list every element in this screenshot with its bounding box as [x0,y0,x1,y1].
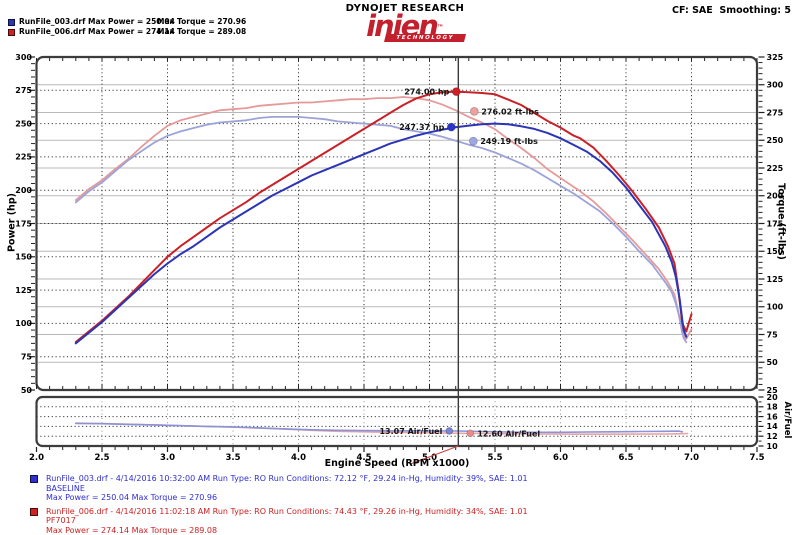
airfuel-run003-curve [75,422,684,434]
rpm-tick-label: 3.5 [225,453,240,463]
run2-max-torque: Max Torque = 289.08 [157,27,247,36]
torque-tick-label: 100 [767,303,784,312]
power-tick-label: 275 [15,86,32,95]
torque-tick-label: 50 [767,358,779,367]
af-callout-dot [466,429,475,438]
af-tick-label: 16 [767,412,779,421]
run1-detail-swatch [30,475,38,483]
top-run-summary-legend: RunFile_003.drf Max Power = 250.04 Max T… [8,17,246,37]
run1-file-power: RunFile_003.drf Max Power = 250.04 [19,17,175,26]
torque-tick-label: 225 [767,164,784,173]
dyno-callout-dot [469,106,479,116]
rpm-tick-label: 5.0 [422,453,437,463]
power-tick-label: 100 [15,319,32,328]
torque-tick-label: 325 [767,53,784,62]
run2-detail-swatch [30,507,38,516]
callout-label: 247.37 hp [399,123,444,132]
dyno-callout-dot [446,122,456,132]
torque-tick-label: 150 [767,247,784,256]
run1-detail-line2: BASELINE [46,483,85,493]
dynojet-research-text: DYNOJET RESEARCH [345,3,465,14]
run2-color-swatch [8,28,15,36]
callout-label: 13.07 Air/Fuel [379,427,442,436]
rpm-tick-label: 2.0 [29,453,44,463]
af-tick-label: 10 [767,442,779,451]
dynojet-injen-logo: DYNOJET RESEARCH injen™ TECHNOLOGY [341,3,469,42]
torque-tick-label: 200 [767,192,784,201]
rpm-tick-label: 7.0 [684,453,699,463]
injen-brand: injen™ TECHNOLOGY [341,12,469,42]
main-grid [37,58,756,389]
torque-tick-label: 75 [767,330,779,339]
dyno-callout-dot [451,87,461,97]
callout-label: 274.00 hp [404,88,449,97]
run1-summary-row: RunFile_003.drf Max Power = 250.04 Max T… [8,17,246,27]
af-tick-label: 18 [767,403,779,412]
torque-tick-label: 250 [767,136,784,145]
trademark-symbol: ™ [436,23,444,32]
main-plot-frame [35,55,759,392]
power-tick-label: 225 [15,153,32,162]
run-details-legend: RunFile_003.drf - 4/14/2016 10:32:00 AM … [30,474,528,535]
power-tick-label: 125 [15,286,32,295]
run2-detail-line2: PF7017 [46,516,76,525]
power-run003-curve [74,122,688,345]
power-tick-label: 250 [15,119,32,128]
run2-detail-line1: RunFile_006.drf - 4/14/2016 11:02:18 AM … [46,506,528,516]
rpm-tick-label: 4.5 [356,453,371,463]
run1-color-swatch [8,18,15,26]
af-plot-frame [35,395,759,448]
run1-detail-line3: Max Power = 250.04 Max Torque = 270.96 [46,493,218,502]
torque-tick-label: 175 [767,219,784,228]
callout-label: 249.19 ft-lbs [480,137,538,146]
torque-tick-label: 275 [767,108,784,117]
power-tick-label: 175 [15,219,32,228]
power-tick-label: 75 [21,353,33,362]
dyno-callout-dot [468,136,478,146]
power-run006-curve [74,90,693,343]
af-tick-label: 20 [767,393,779,402]
rpm-tick-label: 4.0 [291,453,306,463]
run2-summary-row: RunFile_006.drf Max Power = 274.14 Max T… [8,27,246,37]
run1-detail-line1: RunFile_003.drf - 4/14/2016 10:32:00 AM … [46,474,528,483]
rpm-tick-label: 6.0 [553,453,568,463]
technology-banner: TECHNOLOGY [384,34,466,42]
rpm-tick-label: 5.5 [487,453,502,463]
power-tick-label: 200 [15,186,32,195]
run2-detail-line3: Max Power = 274.14 Max Torque = 289.08 [46,525,218,535]
callout-label: 276.02 ft-lbs [481,107,539,116]
torque-tick-label: 25 [767,386,779,395]
torque-axis-label: Torque (ft-lbs) [775,183,787,260]
torque-tick-label: 125 [767,275,784,284]
rpm-tick-label: 6.5 [618,453,633,463]
af-callout-dot [445,427,454,435]
power-axis-label: Power (hp) [6,193,18,252]
tick-labels: 300 275 250 225 200 175 150 125 100 75 50 325 300 275… [15,53,783,463]
torque-run006-curve [74,96,693,340]
torque-tick-label: 300 [767,81,784,90]
rpm-tick-label: 2.5 [94,453,109,463]
af-tick-label: 12 [767,432,778,441]
airfuel-axis-label: Air/Fuel [782,401,792,439]
rpm-tick-label: 7.5 [749,453,764,463]
power-tick-label: 50 [21,386,33,395]
run1-details: RunFile_003.drf - 4/14/2016 10:32:00 AM … [30,474,528,503]
axis-ticks [29,56,765,452]
power-tick-label: 300 [15,53,32,62]
run1-max-torque: Max Torque = 270.96 [157,17,247,26]
af-grid [37,398,756,445]
torque-run003-curve [74,116,688,344]
run2-file-power: RunFile_006.drf Max Power = 274.14 [19,27,175,36]
af-tick-label: 14 [767,422,779,431]
cursor-rpm-pointer [410,445,459,465]
power-tick-label: 150 [15,253,32,262]
run2-details: RunFile_006.drf - 4/14/2016 11:02:18 AM … [30,507,528,535]
engine-speed-axis-label: Engine Speed (RPM x1000) [324,458,470,469]
rpm-tick-label: 3.0 [160,453,175,463]
correction-smoothing-label: CF: SAE Smoothing: 5 [672,5,791,16]
callout-label: 12.60 Air/Fuel [477,429,540,438]
